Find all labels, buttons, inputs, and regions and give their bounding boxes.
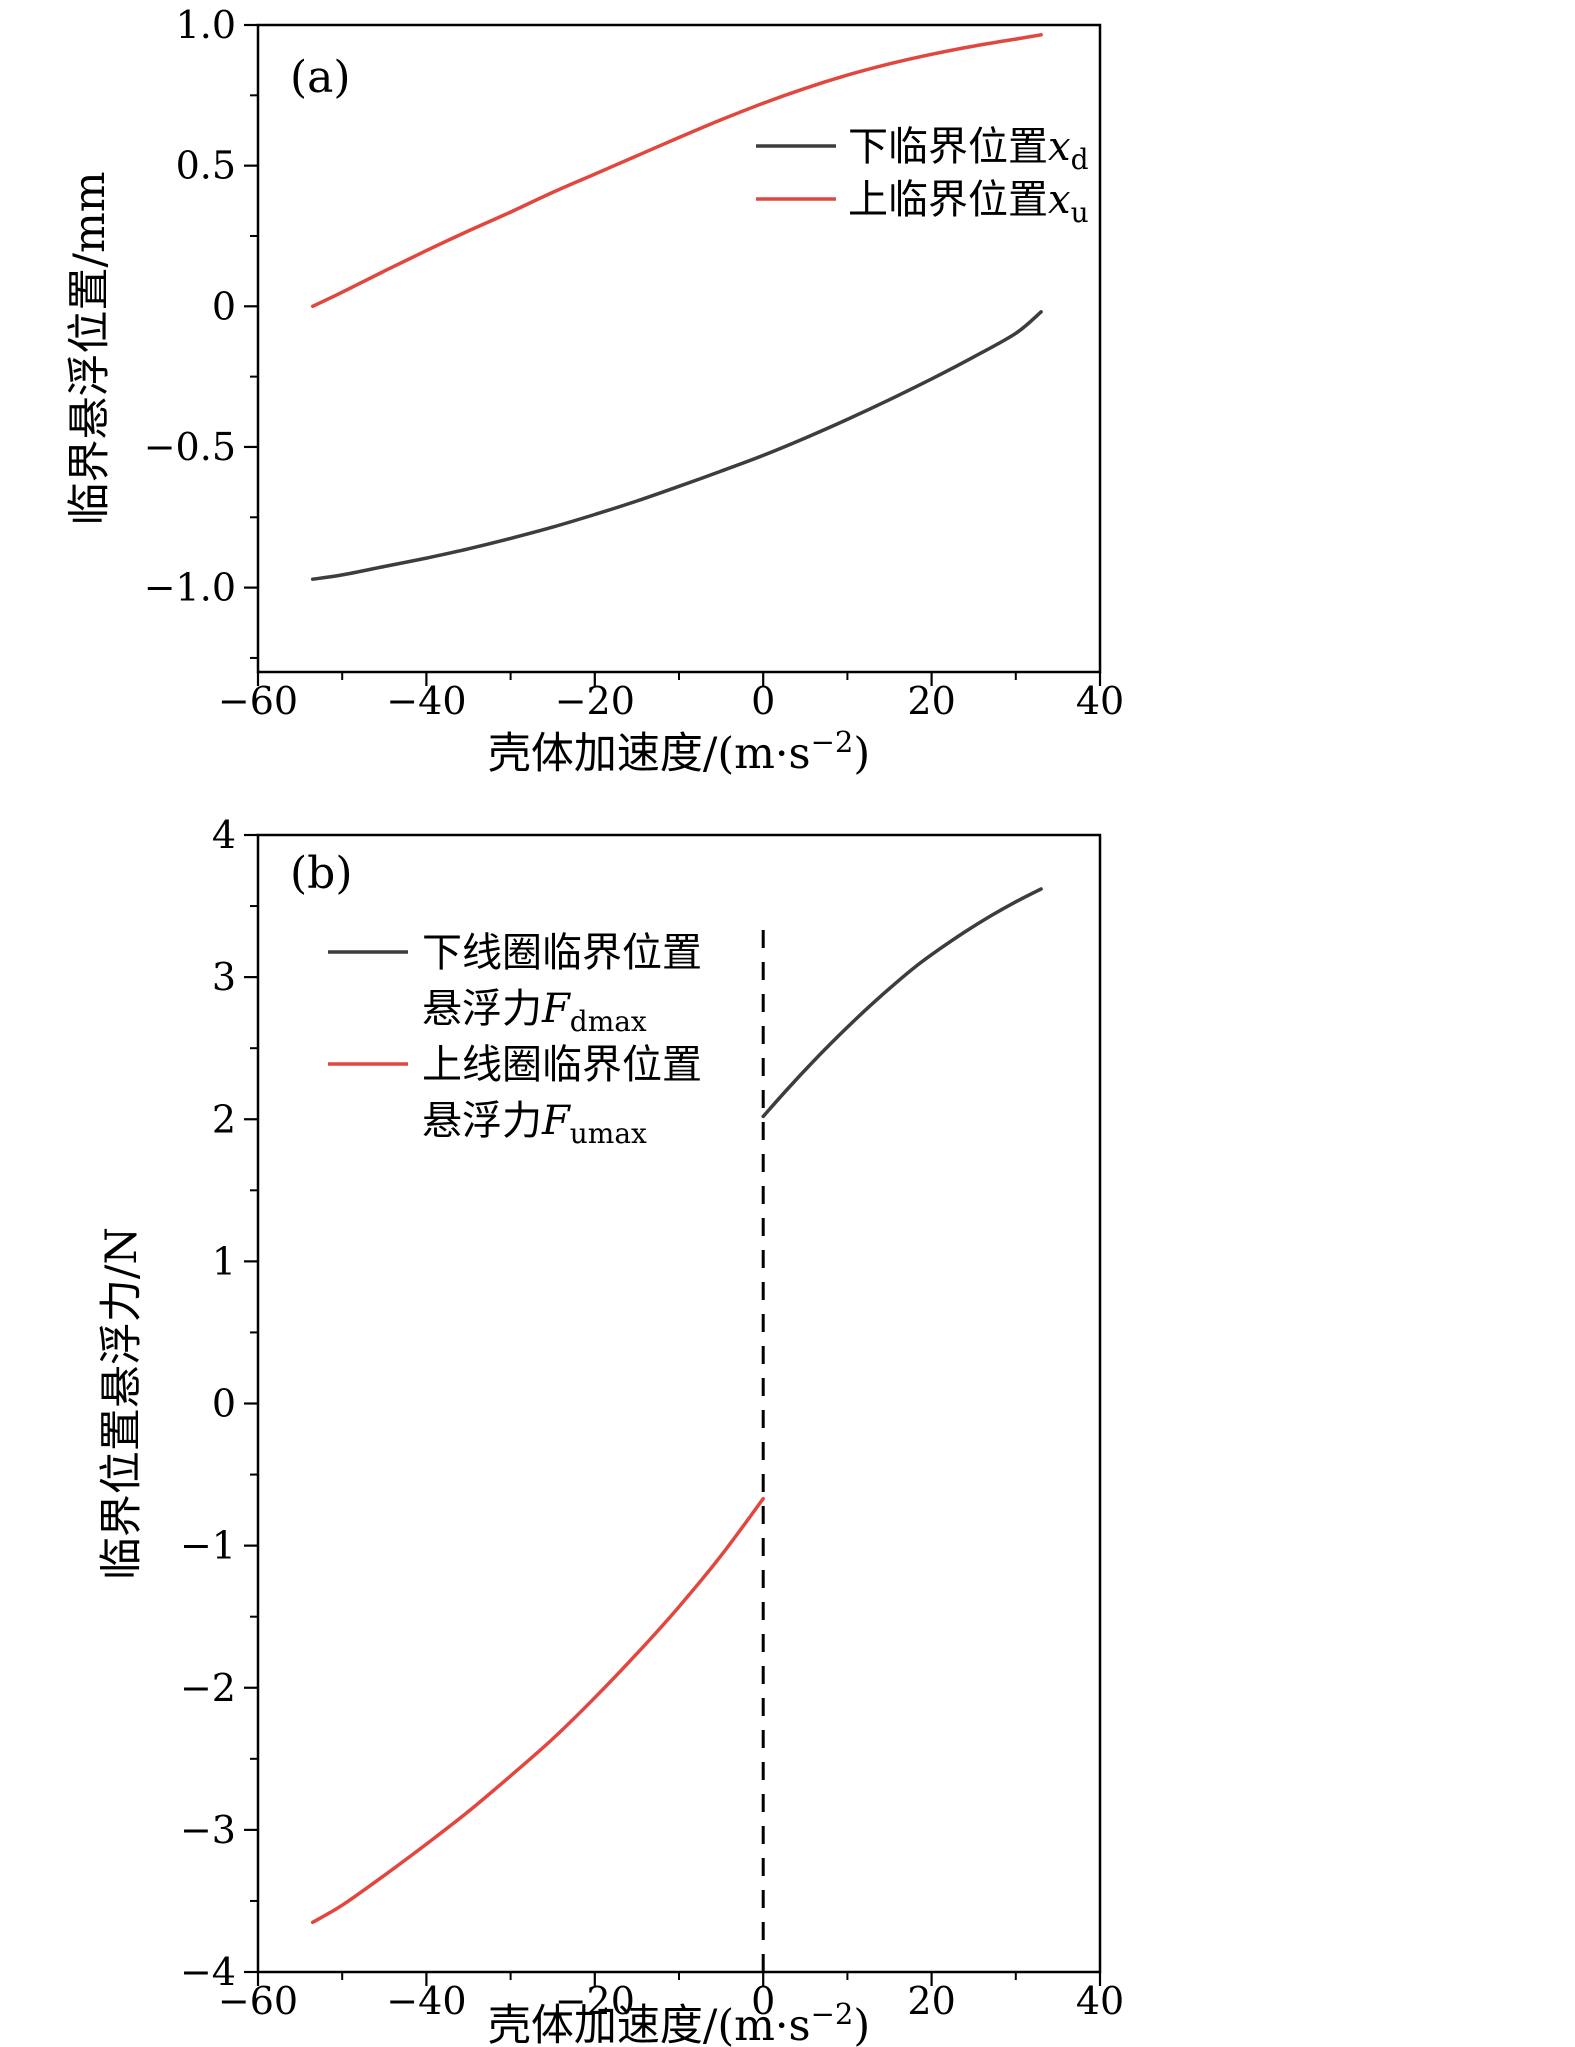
x-tick-label: 40 [1076, 1979, 1124, 2023]
y-tick-label: −1 [180, 1524, 236, 1568]
y-axis-label: 临界悬浮位置/mm [65, 171, 115, 525]
legend-label-line1: 下线圈临界位置 [422, 930, 702, 976]
y-tick-label: 2 [212, 1097, 236, 1141]
legend-label-line2: 悬浮力Fumax [422, 1098, 647, 1150]
x-tick-label: 20 [907, 1979, 955, 2023]
series-line-0 [310, 310, 1043, 581]
y-axis-label: 临界位置悬浮力/N [97, 1227, 147, 1580]
x-tick-label: 0 [751, 1979, 775, 2023]
legend-label: 下临界位置xd [848, 124, 1089, 176]
y-tick-label: −3 [180, 1808, 236, 1852]
x-tick-label: −40 [386, 1979, 466, 2023]
x-tick-label: −60 [218, 1979, 298, 2023]
y-tick-label: 3 [212, 955, 236, 999]
y-tick-label: −1.0 [144, 566, 236, 610]
chart-b: −60 −40 −20 0 20 40 −4 −3 −2 −1 0 1 2 3 4 (b) 临界位置悬浮力/N 壳… [97, 813, 1124, 2047]
y-tick-label: 4 [212, 813, 236, 857]
y-tick-label: −2 [180, 1666, 236, 1710]
x-tick-label: −40 [386, 679, 466, 723]
x-tick-label: −20 [555, 1979, 635, 2023]
y-tick-label: 0.5 [176, 144, 236, 188]
plot-border [256, 23, 1102, 674]
series-line-0 [761, 887, 1043, 1119]
x-tick-label: 20 [907, 679, 955, 723]
chart-a: −60 −40 −20 0 20 40 −1.0 −0.5 0 0.5 1.0 (a) 临界悬浮位置/m… [65, 3, 1124, 779]
x-tick-label: 40 [1076, 679, 1124, 723]
legend-label: 上临界位置xu [848, 177, 1089, 229]
y-tick-label: −0.5 [144, 425, 236, 469]
x-axis-label: 壳体加速度/(m·s−2) [488, 1997, 870, 2047]
y-tick-label: 1.0 [176, 3, 236, 47]
x-tick-label: −60 [218, 679, 298, 723]
series-line-1 [310, 1496, 765, 1925]
y-tick-label: 1 [212, 1239, 236, 1283]
x-tick-label: −20 [555, 679, 635, 723]
y-tick-label: 0 [212, 284, 236, 328]
legend-label-line1: 上线圈临界位置 [422, 1042, 702, 1088]
plot-border [256, 833, 1102, 1974]
x-tick-label: 0 [751, 679, 775, 723]
legend-label-line2: 悬浮力Fdmax [422, 986, 647, 1038]
x-axis-label: 壳体加速度/(m·s−2) [488, 725, 870, 779]
series-line-1 [310, 33, 1043, 309]
y-tick-label: 0 [212, 1382, 236, 1426]
y-tick-label: −4 [180, 1950, 236, 1994]
panel-label: (a) [290, 52, 351, 103]
panel-label: (b) [290, 848, 353, 899]
